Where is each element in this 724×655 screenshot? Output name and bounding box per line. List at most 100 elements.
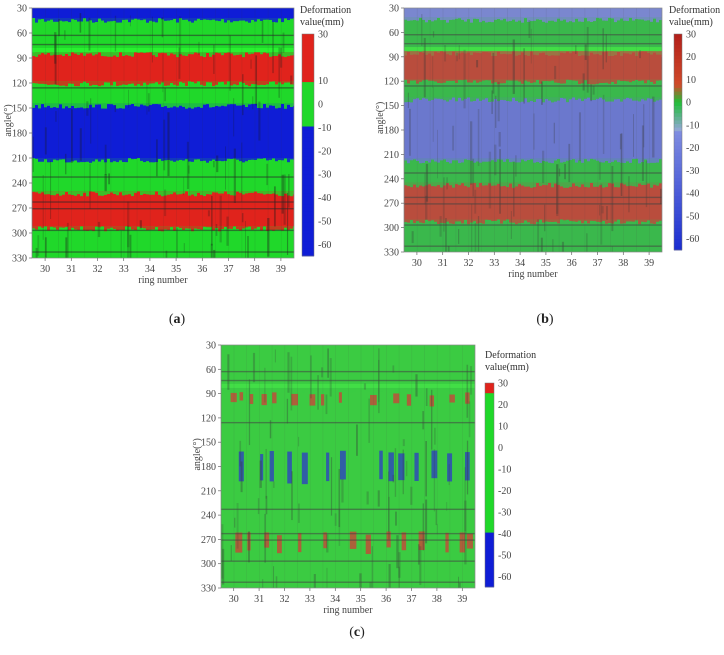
colorbar-tick-label: -60 xyxy=(498,572,511,583)
band-edge-texture xyxy=(134,191,137,193)
colorbar-segment xyxy=(674,232,682,236)
colorbar-segment xyxy=(485,454,494,458)
band-edge-texture xyxy=(248,158,251,160)
colorbar-segment xyxy=(674,210,682,214)
band-edge-texture xyxy=(101,52,104,56)
band-edge-texture xyxy=(77,191,80,194)
band-edge-texture xyxy=(116,104,119,109)
x-tick-label: 32 xyxy=(280,594,290,605)
band-edge-texture xyxy=(218,158,221,161)
colorbar-segment xyxy=(485,427,494,431)
colorbar-tick-label: 0 xyxy=(498,443,503,454)
band-edge-texture xyxy=(116,81,119,86)
band-edge-texture xyxy=(236,18,239,21)
colorbar-segment xyxy=(302,104,314,108)
colorbar-segment xyxy=(302,249,314,253)
band-edge-texture xyxy=(203,52,206,57)
lining-streak xyxy=(164,88,165,101)
colorbar-segment xyxy=(485,543,494,547)
band-edge-texture xyxy=(155,52,158,57)
colorbar-tick-label: -10 xyxy=(498,464,511,475)
band-edge-texture xyxy=(122,52,125,56)
colorbar-segment xyxy=(485,567,494,571)
band-edge-texture xyxy=(113,191,116,194)
colorbar-segment xyxy=(674,243,682,247)
colorbar-segment xyxy=(485,410,494,414)
colorbar-segment xyxy=(674,45,682,49)
band-edge-texture xyxy=(248,104,251,105)
band-edge-texture xyxy=(50,81,53,84)
band-edge-texture xyxy=(74,18,77,20)
panel-label-letter: b xyxy=(541,312,549,327)
lining-streak xyxy=(290,76,292,84)
y-tick-label: 60 xyxy=(17,29,27,40)
band-edge-texture xyxy=(107,52,110,57)
colorbar-segment xyxy=(674,189,682,193)
band-edge-texture xyxy=(242,191,245,194)
band-edge-texture xyxy=(242,158,245,162)
band-edge-texture xyxy=(110,18,113,21)
colorbar-title: Deformation xyxy=(669,5,720,16)
y-tick-label: 90 xyxy=(389,52,399,63)
colorbar-tick-label: -10 xyxy=(318,123,331,134)
lining-streak xyxy=(208,210,210,216)
band-edge-texture xyxy=(110,52,113,57)
lining-streak xyxy=(130,15,131,26)
lining-streak xyxy=(129,235,131,279)
band-edge-texture xyxy=(92,104,95,108)
band-edge-texture xyxy=(272,18,275,22)
band-edge-texture xyxy=(92,158,95,161)
band-edge-texture xyxy=(158,158,161,159)
band-edge-texture xyxy=(293,52,296,55)
texture-overlay xyxy=(404,8,662,252)
band-edge-texture xyxy=(251,18,254,20)
band-edge-texture xyxy=(98,104,101,105)
band-edge-texture xyxy=(170,226,173,227)
lining-streak xyxy=(164,190,166,216)
band-edge-texture xyxy=(230,158,233,159)
band-edge-texture xyxy=(131,52,134,56)
band-edge-texture xyxy=(107,81,110,82)
band-edge-texture xyxy=(89,158,92,163)
band-edge-texture xyxy=(275,158,278,161)
band-edge-texture xyxy=(152,191,155,194)
x-tick-label: 31 xyxy=(438,258,448,269)
colorbar-segment xyxy=(302,130,314,134)
x-tick-label: 33 xyxy=(119,264,129,275)
colorbar-segment xyxy=(485,512,494,516)
ring-separator xyxy=(163,8,164,258)
band-edge-texture xyxy=(179,226,182,228)
band-edge-texture xyxy=(125,52,128,55)
colorbar-tick-label: 10 xyxy=(686,75,696,86)
band-edge-texture xyxy=(134,81,137,85)
colorbar-segment xyxy=(302,38,314,42)
colorbar-segment xyxy=(485,437,494,441)
colorbar-segment xyxy=(302,41,314,45)
band-edge-texture xyxy=(92,52,95,55)
band-edge-texture xyxy=(35,18,38,23)
colorbar-segment xyxy=(485,573,494,577)
colorbar-segment xyxy=(485,539,494,543)
band-edge-texture xyxy=(194,81,197,83)
band-edge-texture xyxy=(59,81,62,85)
y-axis-label: angle(°) xyxy=(3,104,14,136)
band-edge-texture xyxy=(35,104,38,105)
lining-streak xyxy=(50,161,51,219)
band-edge-texture xyxy=(269,226,272,230)
band-edge-texture xyxy=(62,104,65,109)
colorbar-segment xyxy=(674,52,682,56)
band-edge-texture xyxy=(131,18,134,20)
band-edge-texture xyxy=(74,226,77,229)
band-edge-texture xyxy=(209,52,212,57)
band-edge-texture xyxy=(131,191,134,196)
x-tick-label: 35 xyxy=(356,594,366,605)
colorbar-segment xyxy=(674,117,682,121)
band-edge-texture xyxy=(290,191,293,196)
band-edge-texture xyxy=(179,158,182,160)
band-edge-texture xyxy=(38,81,41,83)
band-edge-texture xyxy=(236,104,239,106)
colorbar-segment xyxy=(485,478,494,482)
band-edge-texture xyxy=(263,18,266,20)
lining-streak xyxy=(226,217,228,246)
